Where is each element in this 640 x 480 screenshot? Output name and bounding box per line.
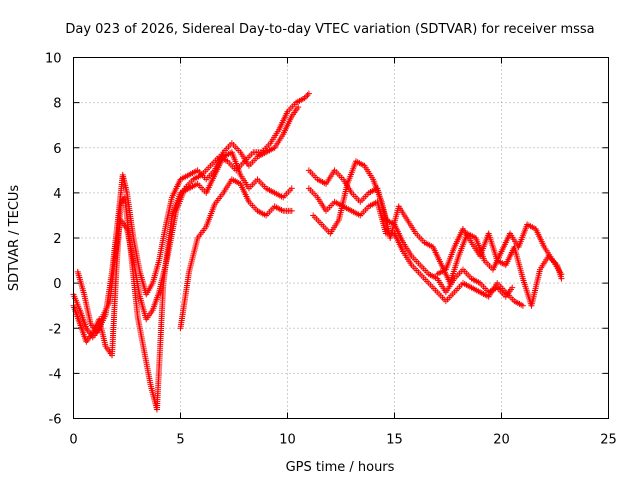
y-tick-label: 8 <box>53 97 61 112</box>
y-tick-label: -4 <box>49 367 62 382</box>
data-points <box>70 90 565 413</box>
y-tick-label: 0 <box>53 277 61 292</box>
axis-ticks: 0 5 10 15 20 25 -6 -4 -2 0 2 4 6 8 10 <box>45 52 617 448</box>
data-point-track-b <box>288 185 295 192</box>
y-tick-label: 2 <box>53 232 61 247</box>
data-point-track-e <box>509 284 516 291</box>
chart-title: Day 023 of 2026, Sidereal Day-to-day VTE… <box>65 22 594 37</box>
x-tick-label: 15 <box>386 433 403 448</box>
y-tick-label: -6 <box>49 413 62 428</box>
x-tick-label: 5 <box>176 433 184 448</box>
data-point-track-c <box>304 92 311 99</box>
y-tick-label: 4 <box>53 187 61 202</box>
data-point-track-c <box>305 90 312 97</box>
x-tick-label: 0 <box>69 433 77 448</box>
y-tick-label: -2 <box>49 322 62 337</box>
y-tick-label: 6 <box>53 142 61 157</box>
grid <box>73 57 609 419</box>
data-point-track-d <box>288 207 295 214</box>
x-tick-label: 10 <box>279 433 296 448</box>
x-tick-label: 20 <box>493 433 510 448</box>
y-tick-label: 10 <box>45 52 62 67</box>
y-axis-label: SDTVAR / TECUs <box>7 185 22 292</box>
data-point-track-f <box>519 302 526 309</box>
data-point-track-h <box>558 275 565 282</box>
x-tick-label: 25 <box>600 433 617 448</box>
x-axis-label: GPS time / hours <box>286 460 395 475</box>
data-point-track-a <box>295 104 302 111</box>
